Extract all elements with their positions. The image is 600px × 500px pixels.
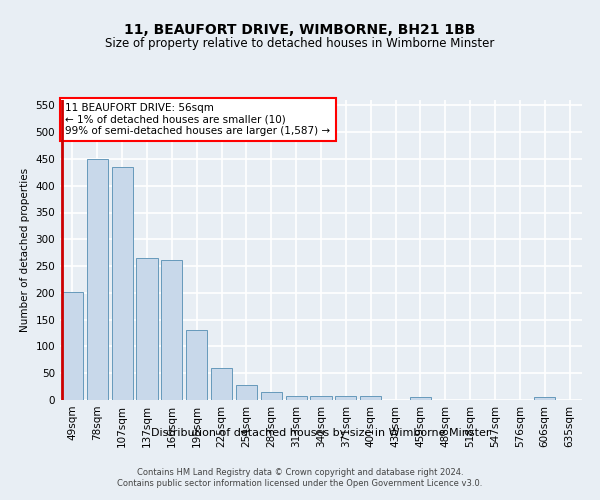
Bar	[310, 396, 332, 400]
Bar	[261, 392, 282, 400]
Bar	[236, 385, 257, 400]
Bar	[136, 258, 158, 400]
Bar	[186, 330, 207, 400]
Bar	[161, 260, 182, 400]
Bar	[286, 396, 307, 400]
Bar	[87, 159, 108, 400]
Bar	[112, 167, 133, 400]
Text: 11, BEAUFORT DRIVE, WIMBORNE, BH21 1BB: 11, BEAUFORT DRIVE, WIMBORNE, BH21 1BB	[124, 22, 476, 36]
Y-axis label: Number of detached properties: Number of detached properties	[20, 168, 30, 332]
Text: 11 BEAUFORT DRIVE: 56sqm
← 1% of detached houses are smaller (10)
99% of semi-de: 11 BEAUFORT DRIVE: 56sqm ← 1% of detache…	[65, 103, 331, 136]
Bar	[410, 398, 431, 400]
Bar	[360, 396, 381, 400]
Text: Size of property relative to detached houses in Wimborne Minster: Size of property relative to detached ho…	[106, 38, 494, 51]
Bar	[62, 292, 83, 400]
Bar	[335, 396, 356, 400]
Bar	[211, 368, 232, 400]
Text: Contains HM Land Registry data © Crown copyright and database right 2024.
Contai: Contains HM Land Registry data © Crown c…	[118, 468, 482, 487]
Bar	[534, 398, 555, 400]
Text: Distribution of detached houses by size in Wimborne Minster: Distribution of detached houses by size …	[151, 428, 491, 438]
